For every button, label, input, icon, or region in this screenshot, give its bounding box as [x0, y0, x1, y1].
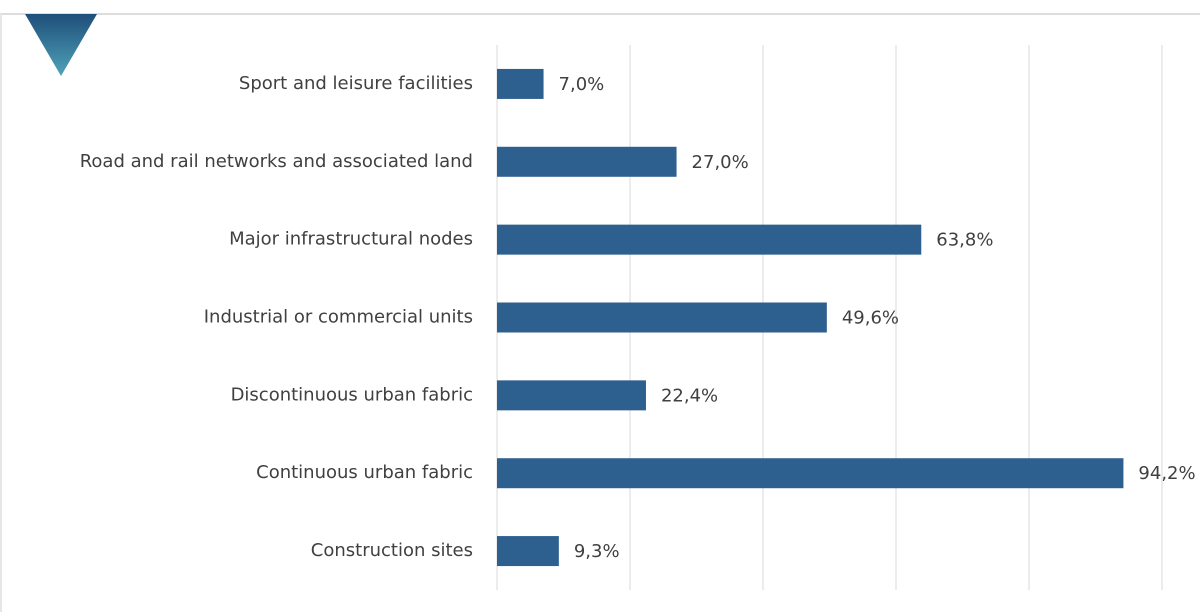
category-label: Construction sites [311, 540, 473, 561]
bar [497, 458, 1124, 489]
category-label: Sport and leisure facilities [239, 73, 473, 94]
bar [497, 224, 922, 255]
bar [497, 536, 559, 567]
value-label: 94,2% [1138, 463, 1195, 484]
category-label: Discontinuous urban fabric [231, 384, 473, 405]
bar [497, 380, 646, 411]
value-label: 27,0% [692, 152, 749, 173]
value-label: 49,6% [842, 308, 899, 329]
bar [497, 68, 544, 99]
category-label: Continuous urban fabric [256, 462, 473, 483]
value-label: 63,8% [936, 230, 993, 251]
bar [497, 146, 677, 177]
value-label: 7,0% [559, 74, 605, 95]
decoration [25, 14, 97, 76]
category-label: Industrial or commercial units [204, 307, 473, 328]
value-label: 22,4% [661, 385, 718, 406]
category-label: Road and rail networks and associated la… [80, 151, 473, 172]
category-label: Major infrastructural nodes [229, 229, 473, 250]
bar [497, 302, 827, 333]
value-label: 9,3% [574, 541, 620, 562]
